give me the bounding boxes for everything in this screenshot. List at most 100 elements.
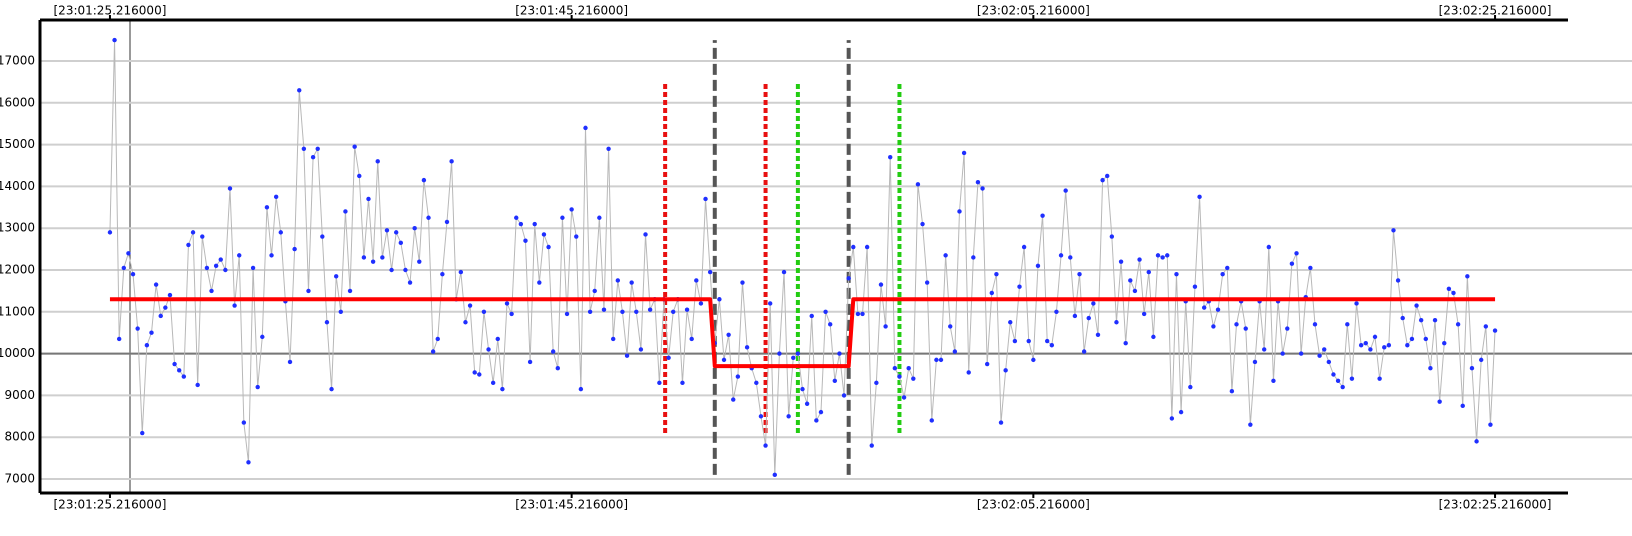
data-point	[1234, 322, 1239, 327]
data-point	[306, 288, 311, 294]
data-point	[961, 150, 967, 156]
data-point	[1045, 338, 1050, 344]
data-point	[1012, 338, 1018, 344]
data-point	[1335, 378, 1341, 383]
data-point	[569, 207, 574, 212]
data-point	[1423, 336, 1428, 342]
data-point	[116, 336, 122, 342]
data-point	[541, 232, 547, 237]
data-point	[278, 230, 283, 235]
data-point	[855, 311, 861, 317]
data-point	[440, 271, 445, 277]
data-point	[333, 274, 339, 279]
data-point	[1132, 288, 1138, 294]
data-point	[407, 280, 413, 285]
data-point	[998, 420, 1004, 425]
data-point	[1178, 409, 1184, 415]
data-point	[112, 37, 117, 43]
data-point	[149, 330, 154, 335]
data-point	[126, 251, 131, 256]
data-point	[389, 267, 394, 273]
data-point	[851, 244, 856, 250]
data-point	[292, 246, 297, 252]
data-point	[694, 278, 699, 283]
data-point	[671, 309, 676, 315]
data-point	[250, 265, 256, 271]
data-point	[1289, 261, 1295, 266]
data-point	[357, 173, 362, 179]
data-point	[587, 309, 593, 315]
data-point	[1137, 257, 1142, 262]
data-point	[1488, 422, 1493, 427]
data-point	[707, 269, 713, 275]
data-point	[629, 280, 634, 285]
data-point	[260, 334, 265, 340]
data-point	[1331, 372, 1336, 377]
data-point	[1026, 338, 1031, 344]
data-point	[1432, 317, 1438, 323]
data-point	[223, 267, 228, 273]
data-point	[430, 349, 436, 354]
data-point	[689, 336, 694, 342]
data-point	[1054, 309, 1059, 315]
data-point	[735, 374, 741, 379]
data-point	[1211, 324, 1216, 329]
data-point	[1188, 384, 1193, 390]
data-point	[1063, 188, 1068, 193]
data-point	[130, 271, 136, 277]
data-point	[287, 359, 293, 365]
data-point	[241, 420, 247, 425]
data-point	[984, 361, 990, 367]
data-point	[347, 288, 353, 294]
data-point	[107, 230, 113, 235]
data-point	[237, 253, 242, 258]
data-point	[1280, 351, 1285, 356]
data-point	[255, 384, 260, 390]
data-point	[121, 265, 126, 271]
data-point	[666, 355, 671, 360]
data-point	[578, 386, 584, 392]
data-point	[1248, 422, 1253, 427]
data-point	[980, 186, 985, 191]
data-point	[1437, 399, 1442, 404]
data-point	[966, 370, 971, 375]
data-point	[1165, 253, 1170, 258]
data-point	[772, 472, 777, 478]
data-point	[509, 311, 514, 317]
data-point	[874, 380, 879, 386]
data-point	[994, 271, 999, 277]
data-point	[1123, 340, 1128, 346]
data-point	[786, 414, 791, 419]
data-point	[412, 226, 417, 231]
data-point	[1442, 340, 1447, 346]
data-point	[791, 355, 796, 360]
data-point	[426, 215, 431, 220]
data-point	[777, 351, 782, 356]
data-point	[1031, 357, 1036, 363]
data-point	[915, 182, 921, 187]
data-point	[1091, 301, 1096, 306]
data-point	[213, 263, 219, 269]
data-point	[1081, 349, 1087, 354]
data-point	[1326, 359, 1332, 365]
data-point	[1395, 278, 1401, 283]
data-point	[638, 347, 644, 352]
data-point	[172, 361, 177, 367]
data-point	[763, 443, 768, 448]
data-point	[897, 374, 902, 379]
x-tick-label: [23:02:25.216000]	[1439, 498, 1552, 512]
data-point	[209, 288, 214, 294]
data-point	[352, 144, 357, 149]
x-tick-label: [23:01:25.216000]	[54, 498, 167, 512]
data-point	[186, 242, 191, 248]
data-point	[906, 366, 911, 371]
data-point	[227, 186, 233, 191]
data-point	[1049, 343, 1055, 348]
data-point	[832, 378, 838, 383]
data-point	[601, 307, 607, 312]
data-point	[310, 154, 316, 160]
data-point	[444, 219, 450, 225]
data-point	[758, 414, 764, 419]
